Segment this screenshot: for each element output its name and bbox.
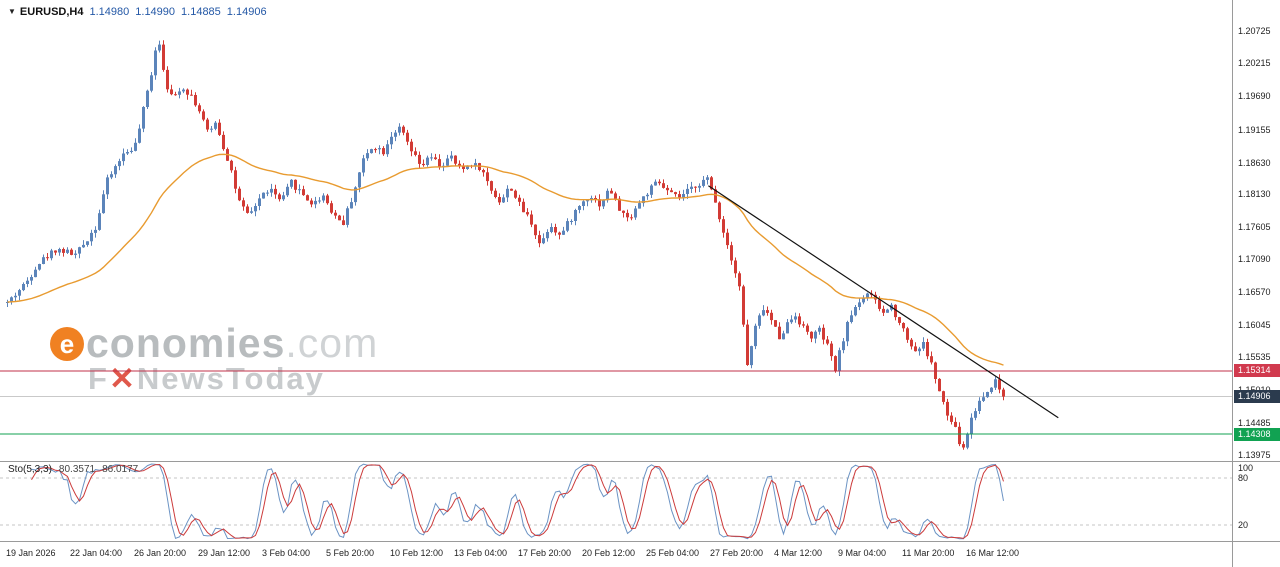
watermark-tagline: F✕NewsToday [88,361,378,397]
stochastic-scale-label: 80 [1238,473,1249,483]
time-axis-label: 11 Mar 20:00 [902,548,955,558]
time-axis-label: 19 Jan 2026 [6,548,56,558]
price-axis-label: 1.16045 [1238,320,1271,330]
watermark: e conomies .com F✕NewsToday [50,320,378,397]
stochastic-name: Sto(5,3,3) [8,464,52,475]
panel-separator[interactable] [0,541,1280,542]
price-level-badge: 1.14308 [1234,427,1280,441]
stochastic-scale-label: 100 [1238,463,1254,473]
price-axis-label: 1.18130 [1238,189,1271,199]
quote-low: 1.14885 [181,6,221,18]
price-axis-label: 1.17605 [1238,222,1271,232]
stochastic-d-value: 86.0177 [102,464,139,475]
price-axis-label: 1.18630 [1238,158,1271,168]
watermark-brand-line: e conomies .com [50,320,378,367]
symbol-timeframe-label: EURUSD,H4 [19,6,84,18]
price-axis-label: 1.20725 [1238,26,1271,36]
time-axis-label: 17 Feb 20:00 [518,548,572,558]
panel-separator[interactable] [0,461,1280,462]
chart-title: ▼ EURUSD,H4 1.14980 1.14990 1.14885 1.14906 [8,6,267,18]
watermark-domain-suffix: .com [285,320,379,366]
quote-open: 1.14980 [89,6,130,18]
time-axis-label: 22 Jan 04:00 [70,548,123,558]
time-axis-label: 29 Jan 12:00 [198,548,251,558]
price-chart-canvas[interactable] [0,0,1232,567]
price-axis-label: 1.19690 [1238,91,1271,101]
time-axis-label: 25 Feb 04:00 [646,548,700,558]
time-axis[interactable]: 19 Jan 2026 22 Jan 04:00 26 Jan 20:00 29 Ja… [0,543,1232,567]
economies-logo-icon: e [50,326,84,361]
stochastic-indicator-label: Sto(5,3,3) 80.3571 86.0177 [8,464,138,475]
price-axis-label: 1.19155 [1238,125,1271,135]
stochastic-scale-label: 20 [1238,520,1249,530]
time-axis-label: 9 Mar 04:00 [838,548,887,558]
watermark-brand-text: conomies [86,320,286,366]
price-axis-label: 1.13975 [1238,450,1271,460]
price-axis-label: 1.17090 [1238,254,1271,264]
time-axis-label: 5 Feb 20:00 [326,548,375,558]
price-axis-label: 1.15535 [1238,352,1271,362]
stochastic-k-value: 80.3571 [58,464,96,475]
price-axis[interactable]: 1.20725 1.20215 1.19690 1.19155 1.18630 1.181… [1232,0,1280,567]
time-axis-label: 26 Jan 20:00 [134,548,187,558]
time-axis-label: 3 Feb 04:00 [262,548,311,558]
quote-high: 1.14990 [135,6,176,18]
symbol-marker-icon: ▼ [8,7,16,16]
price-level-badge: 1.15314 [1234,364,1280,378]
time-axis-label: 4 Mar 12:00 [774,548,823,558]
time-axis-label: 10 Feb 12:00 [390,548,444,558]
time-axis-label: 20 Feb 12:00 [582,548,636,558]
current-price-badge: 1.14906 [1234,390,1280,403]
tagline-x-icon: ✕ [108,361,137,396]
time-axis-label: 27 Feb 20:00 [710,548,764,558]
time-axis-label: 16 Mar 12:00 [966,548,1020,558]
price-axis-label: 1.14485 [1238,418,1271,428]
quote-close: 1.14906 [226,6,267,18]
price-axis-label: 1.20215 [1238,58,1271,68]
time-axis-label: 13 Feb 04:00 [454,548,508,558]
tagline-f: F [88,361,109,396]
tagline-rest: NewsToday [136,361,325,396]
price-axis-label: 1.16570 [1238,287,1271,297]
